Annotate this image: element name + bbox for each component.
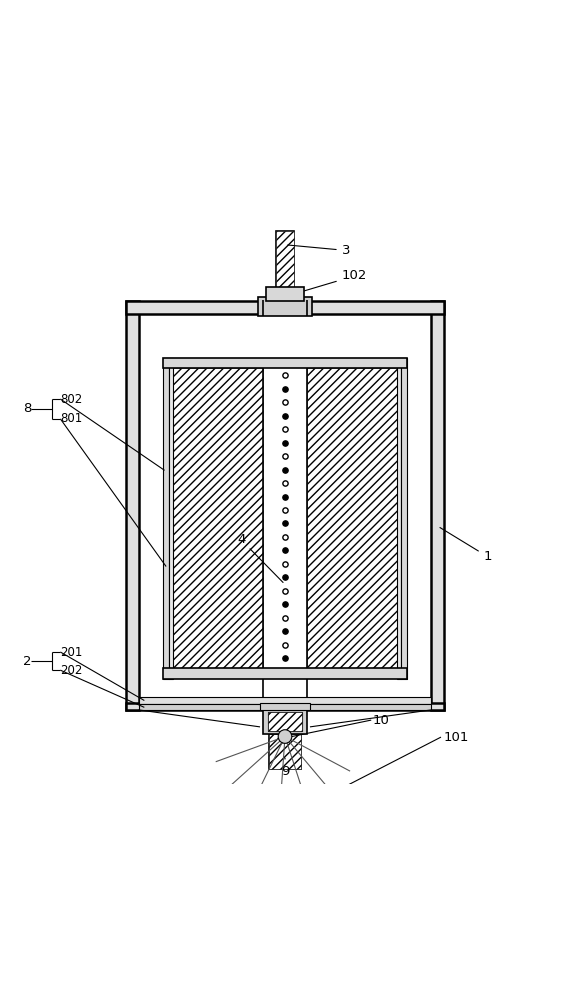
- Text: 2: 2: [23, 655, 31, 668]
- Text: 201: 201: [60, 646, 83, 659]
- Text: 9: 9: [281, 758, 289, 778]
- Bar: [276, 231, 294, 287]
- Bar: [260, 703, 310, 710]
- Bar: [307, 368, 397, 668]
- Bar: [126, 301, 444, 314]
- Bar: [276, 231, 294, 287]
- Bar: [173, 368, 263, 668]
- Bar: [401, 358, 407, 679]
- Text: 802: 802: [60, 393, 83, 406]
- Text: 202: 202: [60, 664, 83, 677]
- Bar: [397, 358, 401, 679]
- Bar: [258, 297, 312, 316]
- Text: 10: 10: [373, 714, 390, 727]
- Text: 3: 3: [288, 244, 350, 257]
- Circle shape: [278, 730, 292, 743]
- Bar: [268, 712, 302, 731]
- Bar: [163, 358, 169, 679]
- Bar: [266, 287, 304, 301]
- Bar: [163, 668, 407, 679]
- Bar: [263, 710, 307, 734]
- Bar: [139, 697, 431, 704]
- Bar: [269, 734, 301, 769]
- Bar: [139, 704, 431, 710]
- Bar: [268, 712, 302, 731]
- Text: 1: 1: [440, 528, 492, 563]
- Bar: [431, 301, 444, 710]
- Text: 8: 8: [23, 402, 31, 415]
- Bar: [269, 734, 301, 769]
- Bar: [169, 358, 173, 679]
- Bar: [126, 703, 444, 710]
- Text: 102: 102: [295, 269, 367, 294]
- Bar: [126, 301, 139, 710]
- Bar: [163, 358, 407, 368]
- Text: 4: 4: [237, 533, 283, 582]
- Text: 101: 101: [444, 731, 469, 744]
- Text: 801: 801: [60, 412, 83, 425]
